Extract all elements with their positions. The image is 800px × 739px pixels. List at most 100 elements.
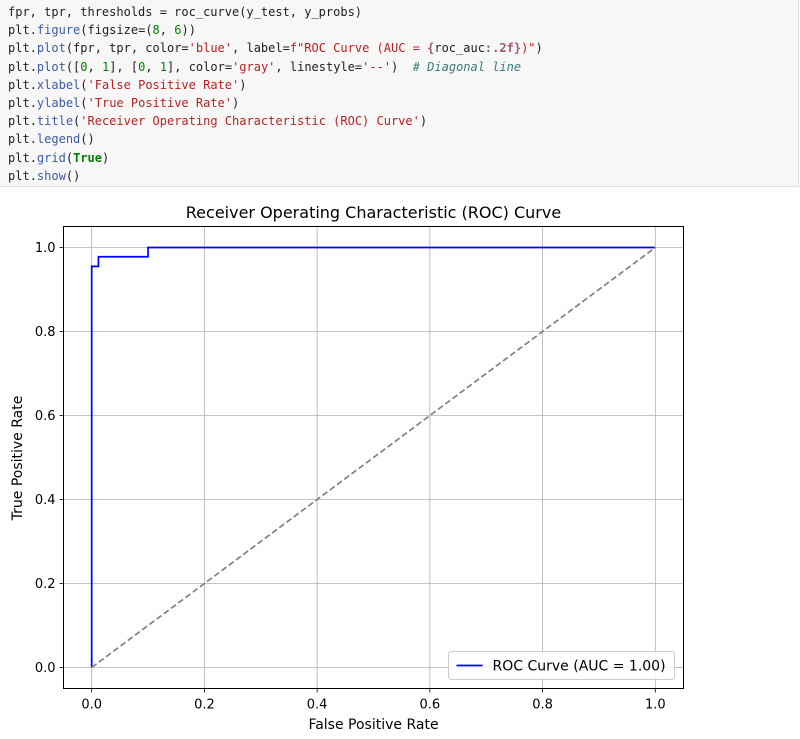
code-line[interactable]: plt.plot([0, 1], [0, 1], color='gray', l… [0,58,798,76]
code-token: 'True Positive Rate' [87,95,233,110]
code-token: True [73,150,102,165]
code-token: 'False Positive Rate' [87,77,240,92]
code-line[interactable]: fpr, tpr, thresholds = roc_curve(y_test,… [0,3,798,21]
y-tick-label: 1.0 [35,241,56,256]
code-token: plt [8,114,30,129]
code-token: . [29,114,37,129]
output-area: Receiver Operating Characteristic (ROC) … [0,188,800,734]
code-line[interactable]: plt.title('Receiver Operating Characteri… [0,112,798,130]
y-tick-label: 0.2 [35,577,56,592]
code-token: )) [181,23,196,38]
y-axis-label: True Positive Rate [10,396,26,522]
code-token: = [354,59,363,74]
code-token: plt [8,95,30,110]
code-token: ], color [167,59,225,74]
roc-curve-line [90,246,656,668]
code-token: 1 [159,59,168,74]
code-token: ( [80,95,88,110]
code-token: plt [8,132,30,147]
code-token: ], [ [109,59,139,74]
code-token: ylabel [36,95,81,110]
x-tick-label: 1.0 [645,698,666,713]
code-token: roc_auc [434,41,485,56]
code-token: = [159,5,167,19]
code-token: (fpr, tpr, color [65,41,182,56]
code-token: ) [419,114,428,129]
code-token: = [282,41,290,56]
code-token: . [29,168,37,183]
code-token: show [36,168,66,183]
code-cell[interactable]: fpr, tpr, thresholds = roc_curve(y_test,… [0,0,799,187]
code-line[interactable]: plt.figure(figsize=(8, 6)) [0,21,798,39]
code-token: ( [80,77,88,92]
code-token: roc_curve(y_test, y_probs) [166,5,363,19]
code-line[interactable]: plt.xlabel('False Positive Rate') [0,76,798,94]
code-token: plt [8,23,30,38]
code-token: . [29,23,37,38]
code-token: figure [36,23,81,38]
code-token: grid [36,150,66,165]
code-token: () [65,168,81,183]
code-token: title [36,114,74,129]
series-layer [90,246,656,669]
code-token: 0 [80,59,88,74]
code-token: 0 [138,59,146,74]
code-line[interactable]: plt.legend() [0,130,798,148]
code-token: . [29,150,37,165]
code-token: # Diagonal line [412,59,522,74]
x-tick-label: 0.8 [532,698,553,713]
code-token: 'Receiver Operating Characteristic (ROC)… [80,114,420,129]
code-token: 'blue' [188,41,233,56]
code-editor[interactable]: fpr, tpr, thresholds = roc_curve(y_test,… [0,3,798,185]
ticks: 0.0 0.2 0.4 0.6 0.8 1.0 0.0 0.2 0.4 0.6 0.8 1.0 [35,241,666,713]
code-token: (figsize [80,23,139,38]
code-token: plot [36,41,66,56]
code-token: 6 [174,23,182,38]
code-token: plt [8,59,30,74]
code-token: '--' [362,59,392,74]
y-tick-label: 0.8 [35,325,56,340]
code-token: ([ [65,59,81,74]
code-token: )" [521,41,536,56]
code-token: ( [65,150,74,165]
code-token: ( [145,23,153,38]
code-token: , [145,59,160,74]
code-token: :.2f [484,41,514,56]
code-line[interactable]: plt.show() [0,167,798,185]
code-token: ) [101,150,110,165]
code-token: () [80,132,95,147]
x-axis-label: False Positive Rate [308,717,438,733]
y-tick-label: 0.4 [35,493,56,508]
code-token: ( [73,114,81,129]
code-token: { [427,41,435,56]
code-token: xlabel [36,77,81,92]
code-token: f"ROC Curve (AUC = [289,41,428,56]
legend-label: ROC Curve (AUC = 1.00) [493,659,666,675]
code-token: 'gray' [232,59,276,74]
code-token: ) [239,77,247,92]
code-line[interactable]: plt.ylabel('True Positive Rate') [0,94,798,112]
chart-title: Receiver Operating Characteristic (ROC) … [186,203,561,222]
y-tick-label: 0.6 [35,409,56,424]
x-tick-label: 0.2 [194,698,215,713]
legend-box [448,651,675,680]
code-token: . [29,95,37,110]
code-token: 8 [152,23,160,38]
code-token: plt [8,77,30,92]
code-token: 1 [101,59,110,74]
code-token: = [181,41,189,56]
code-line[interactable]: plt.grid(True) [0,149,798,167]
plot-frame [63,226,684,689]
x-tick-label: 0.0 [81,698,102,713]
code-line[interactable]: plt.plot(fpr, tpr, color='blue', label=f… [0,39,798,57]
diagonal-reference-line [91,246,656,669]
code-token: . [29,77,37,92]
code-token: . [29,59,37,74]
code-token: } [513,41,522,56]
code-token: ) [391,59,413,74]
code-token: . [29,132,37,147]
code-token: legend [36,132,81,147]
x-tick-label: 0.4 [307,698,328,713]
code-token: , label [232,41,283,56]
code-token: ) [232,95,240,110]
